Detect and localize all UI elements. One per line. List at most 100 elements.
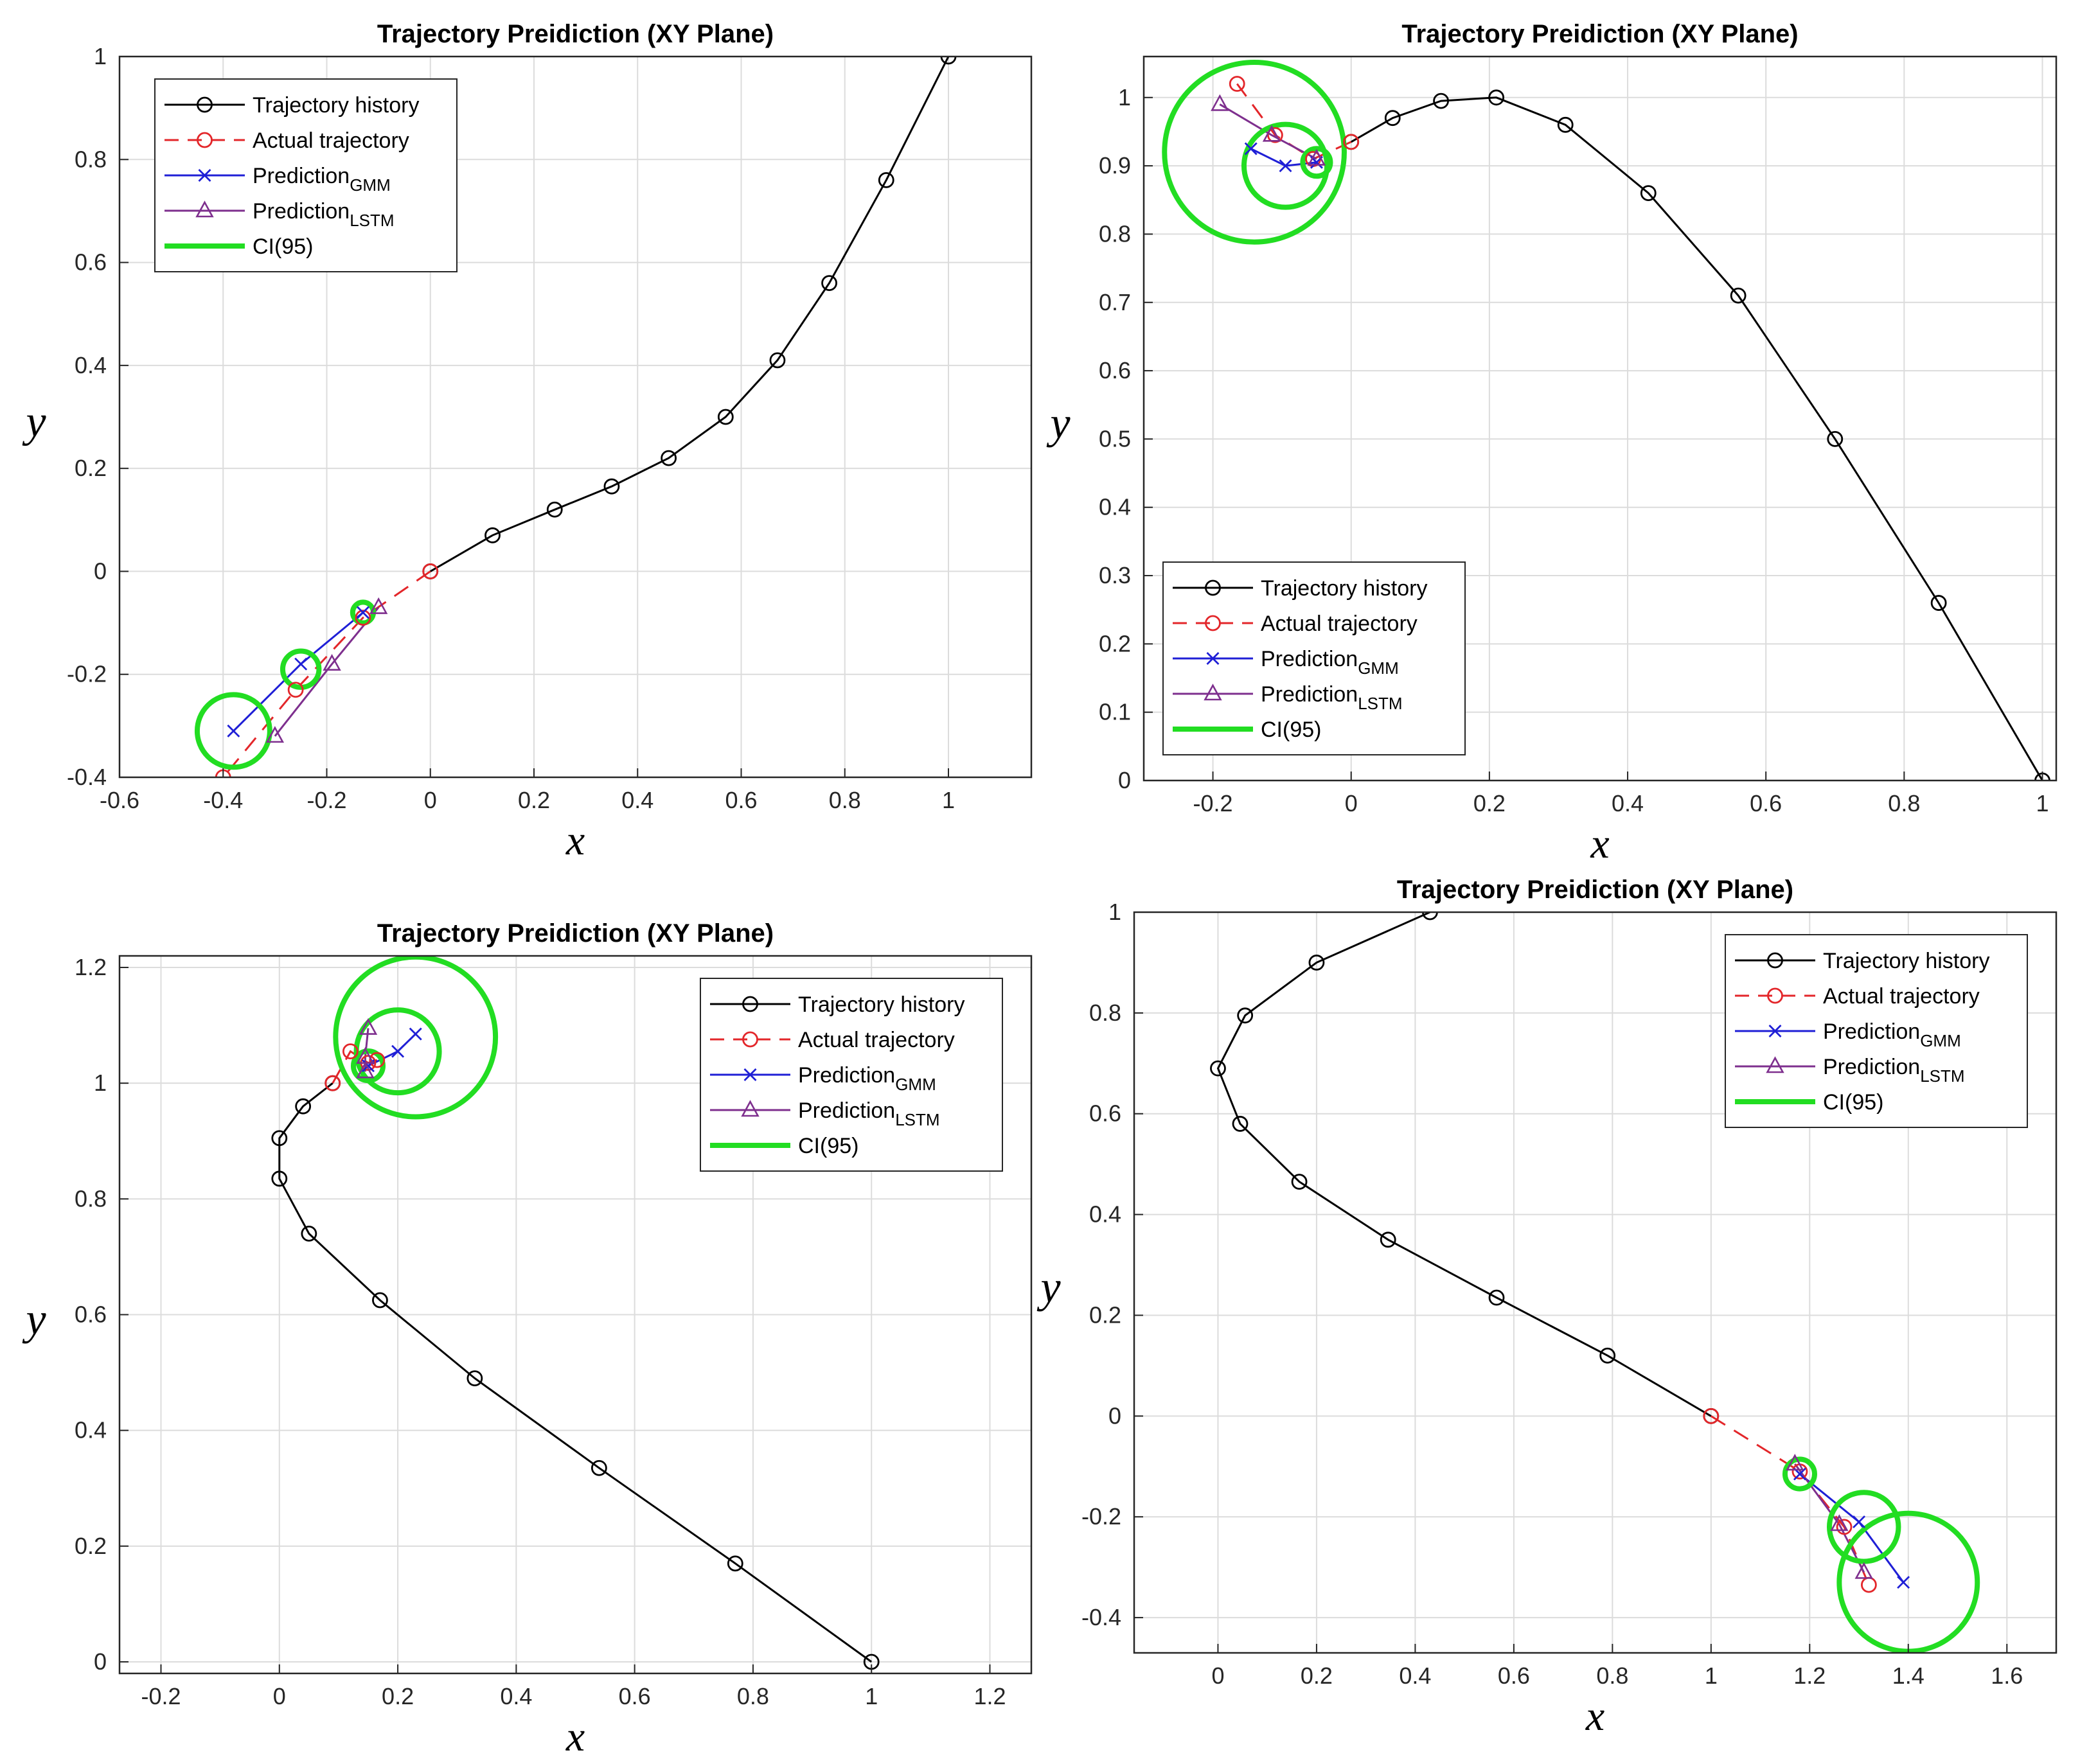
legend-label-text: Prediction — [798, 1098, 895, 1123]
legend-label-lstm: PredictionLSTM — [253, 199, 395, 230]
legend-label-ci: CI(95) — [1823, 1090, 1883, 1115]
y-axis-label: y — [22, 1295, 46, 1345]
data-point-history — [591, 1460, 607, 1476]
x-tick-label: 1 — [942, 787, 955, 813]
legend-label-actual: Actual trajectory — [253, 128, 409, 153]
legend-label-subscript: LSTM — [1358, 694, 1402, 713]
data-point-actual — [422, 563, 439, 579]
legend-label-text: Prediction — [1261, 647, 1358, 671]
legend-label-subscript: GMM — [350, 175, 391, 195]
y-tick-label: 0.4 — [75, 352, 107, 378]
data-point-lstm — [265, 726, 285, 743]
legend: Trajectory history Actual trajectory Predi… — [700, 978, 1003, 1172]
legend-marker-lstm — [1766, 1056, 1784, 1073]
legend-label-subscript: LSTM — [895, 1110, 939, 1129]
data-point-gmm — [1853, 1515, 1866, 1529]
legend-marker-lstm — [1204, 684, 1222, 701]
data-point-lstm — [323, 653, 341, 671]
ci-circle — [1782, 1456, 1817, 1492]
data-point-history — [1827, 430, 1844, 447]
x-tick-label: 0.8 — [829, 787, 861, 813]
data-point-actual — [1703, 1407, 1720, 1424]
legend-label-lstm: PredictionLSTM — [1261, 682, 1403, 713]
legend-marker-history — [197, 96, 213, 113]
data-point-actual — [342, 1043, 359, 1060]
y-tick-label: 0.2 — [1099, 630, 1131, 657]
series-line-history — [430, 57, 950, 572]
axes-box — [1142, 55, 2058, 782]
x-tick-label: 1.6 — [1991, 1663, 2023, 1689]
series-line-history — [1216, 912, 1712, 1417]
y-tick-label: 1 — [94, 43, 107, 69]
ci-circle — [353, 1007, 442, 1096]
data-point-history — [546, 501, 563, 518]
legend-label-text: Prediction — [253, 199, 350, 224]
data-point-actual — [1836, 1519, 1853, 1535]
x-tick-label: 1 — [865, 1683, 878, 1709]
data-point-lstm — [1211, 94, 1229, 111]
y-axis-label: y — [1036, 1263, 1061, 1312]
y-tick-label: -0.2 — [67, 661, 107, 687]
legend-label-gmm: PredictionGMM — [1823, 1019, 1961, 1050]
data-point-lstm — [1262, 125, 1281, 142]
data-point-actual — [369, 1052, 386, 1068]
legend-marker-history — [1767, 952, 1783, 969]
legend-label-ci: CI(95) — [253, 234, 313, 259]
axes-box — [1133, 911, 2058, 1654]
legend-label-text: Prediction — [1823, 1019, 1920, 1044]
legend-label-lstm: PredictionLSTM — [798, 1098, 940, 1129]
y-tick-label: 1 — [1108, 899, 1121, 925]
data-point-actual — [1229, 76, 1245, 92]
y-tick-label: 1 — [1118, 84, 1131, 110]
data-point-history — [1599, 1347, 1616, 1364]
data-point-history — [1237, 1007, 1254, 1024]
y-tick-label: 0.6 — [75, 1301, 107, 1328]
legend-label-text: Prediction — [798, 1063, 895, 1088]
legend: Trajectory history Actual trajectory Predi… — [1162, 561, 1466, 755]
y-tick-label: 0.6 — [1099, 357, 1131, 384]
legend-label-text: Trajectory history — [1823, 949, 1989, 973]
data-point-history — [484, 527, 501, 543]
legend-marker-lstm — [195, 200, 214, 218]
x-tick-label: -0.2 — [141, 1683, 181, 1709]
x-tick-label: 0.2 — [382, 1683, 414, 1709]
data-point-gmm — [294, 657, 308, 671]
data-point-history — [1384, 110, 1401, 127]
y-tick-label: 1.2 — [75, 954, 107, 980]
legend-label-subscript: GMM — [1920, 1031, 1961, 1050]
legend-label-text: Trajectory history — [1261, 576, 1427, 601]
legend-label-subscript: GMM — [895, 1075, 936, 1094]
legend-marker-gmm — [1206, 652, 1220, 665]
chart-title: Trajectory Preidiction (XY Plane) — [377, 20, 774, 48]
data-point-history — [1640, 185, 1657, 202]
legend-label-text: Prediction — [253, 164, 350, 188]
data-point-lstm — [1307, 148, 1326, 166]
x-tick-label: 0.6 — [619, 1683, 651, 1709]
y-tick-label: 0.8 — [75, 1185, 107, 1212]
ci-circle — [280, 648, 322, 690]
x-tick-label: 1 — [1705, 1663, 1718, 1689]
x-tick-label: 1 — [2036, 790, 2049, 816]
x-tick-label: 0.4 — [621, 787, 653, 813]
y-tick-label: 0.4 — [1099, 494, 1131, 520]
series-line-history — [1350, 96, 2043, 781]
legend-label-gmm: PredictionGMM — [253, 164, 391, 195]
y-tick-label: 0.4 — [1089, 1201, 1121, 1228]
legend-label-subscript: LSTM — [350, 211, 394, 230]
x-tick-label: 0.4 — [1612, 790, 1644, 816]
y-tick-label: 0.4 — [75, 1417, 107, 1443]
legend: Trajectory history Actual trajectory Predi… — [1725, 934, 2028, 1128]
data-point-history — [295, 1098, 312, 1115]
x-tick-label: 0 — [1345, 790, 1358, 816]
legend-label-text: CI(95) — [253, 234, 313, 259]
legend-marker-gmm — [198, 169, 211, 182]
data-point-history — [1210, 1060, 1226, 1077]
data-point-history — [717, 409, 734, 425]
ci-circle — [1241, 121, 1330, 210]
data-point-history — [1488, 89, 1505, 106]
legend-label-ci: CI(95) — [1261, 718, 1321, 742]
data-point-history — [1308, 955, 1325, 971]
legend-marker-history — [742, 996, 758, 1012]
y-tick-label: 0.6 — [1089, 1100, 1121, 1127]
